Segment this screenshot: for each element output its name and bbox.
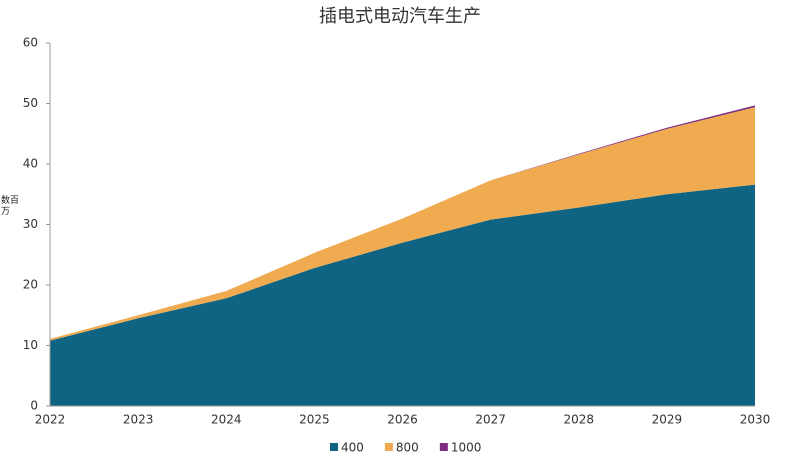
legend-label: 400	[341, 441, 364, 455]
y-tick-label: 40	[23, 157, 38, 171]
legend-swatch	[330, 443, 338, 451]
y-axis-label: 数百万	[1, 196, 20, 217]
x-tick-label: 2030	[740, 413, 771, 427]
x-tick-label: 2022	[35, 413, 66, 427]
y-tick-label: 0	[30, 399, 38, 413]
chart-title: 插电式电动汽车生产	[319, 6, 481, 27]
y-tick-label: 60	[23, 36, 38, 50]
y-tick-label: 50	[23, 96, 38, 110]
x-tick-label: 2024	[211, 413, 242, 427]
y-tick-label: 10	[23, 338, 38, 352]
legend-label: 1000	[451, 441, 482, 455]
legend-label: 800	[396, 441, 419, 455]
x-tick-label: 2029	[652, 413, 683, 427]
x-tick-label: 2028	[563, 413, 594, 427]
x-tick-label: 2025	[299, 413, 330, 427]
y-tick-label: 30	[23, 217, 38, 231]
x-tick-label: 2027	[475, 413, 506, 427]
y-tick-label: 20	[23, 278, 38, 292]
legend-swatch	[439, 443, 448, 451]
x-tick-label: 2026	[387, 413, 418, 427]
area	[50, 184, 755, 406]
legend-swatch	[384, 443, 393, 451]
area	[50, 107, 755, 341]
x-tick-label: 2023	[123, 413, 154, 427]
